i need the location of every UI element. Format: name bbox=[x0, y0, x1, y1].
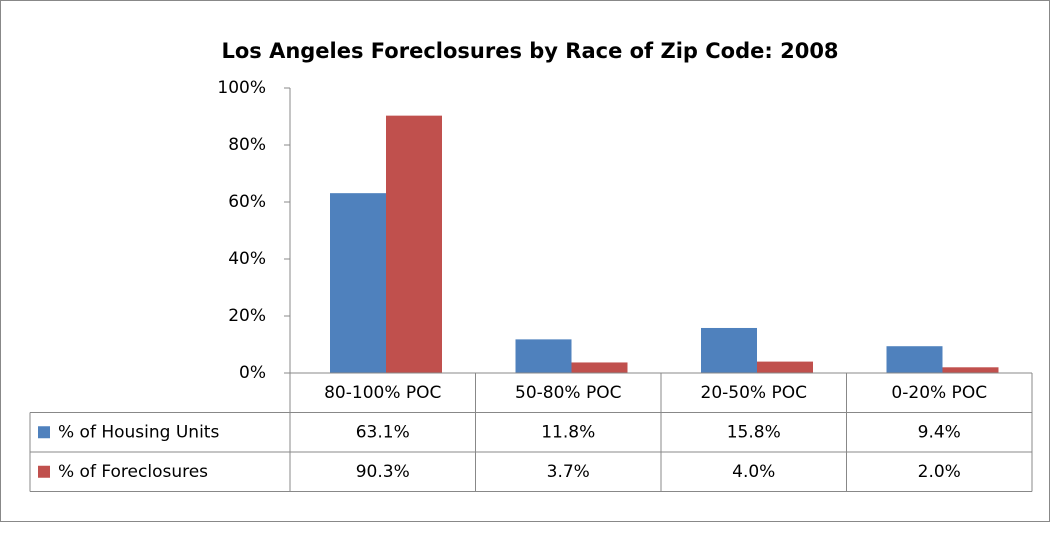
table-cell: 4.0% bbox=[732, 462, 775, 482]
bar bbox=[701, 327, 757, 373]
table-cell: 3.7% bbox=[547, 462, 590, 482]
y-tick-label: 80% bbox=[228, 135, 266, 155]
bar bbox=[942, 367, 999, 373]
bar bbox=[386, 115, 442, 374]
y-tick-label: 100% bbox=[217, 78, 266, 98]
table-cell: 90.3% bbox=[356, 462, 410, 482]
table-cell: 63.1% bbox=[356, 422, 410, 442]
chart-border bbox=[0, 0, 1050, 522]
x-tick-label: 0-20% POC bbox=[891, 383, 987, 403]
legend-label: % of Foreclosures bbox=[58, 462, 208, 482]
x-tick-label: 50-80% POC bbox=[515, 383, 621, 403]
bar bbox=[571, 362, 628, 373]
table-cell: 11.8% bbox=[541, 422, 595, 442]
chart-title: Los Angeles Foreclosures by Race of Zip … bbox=[221, 39, 838, 63]
table-cell: 2.0% bbox=[918, 462, 961, 482]
legend-label: % of Housing Units bbox=[58, 422, 219, 442]
table-cell: 9.4% bbox=[918, 422, 961, 442]
y-tick-label: 40% bbox=[228, 249, 266, 269]
bar bbox=[886, 346, 943, 373]
legend-swatch bbox=[38, 465, 50, 478]
bar bbox=[515, 339, 572, 373]
y-tick-label: 60% bbox=[228, 192, 266, 212]
x-tick-label: 20-50% POC bbox=[701, 383, 807, 403]
y-tick-label: 0% bbox=[239, 363, 266, 383]
bar bbox=[330, 193, 386, 373]
y-tick-label: 20% bbox=[228, 306, 266, 326]
bar bbox=[757, 361, 813, 373]
x-tick-label: 80-100% POC bbox=[324, 383, 441, 403]
legend-swatch bbox=[38, 426, 50, 439]
table-cell: 15.8% bbox=[727, 422, 781, 442]
